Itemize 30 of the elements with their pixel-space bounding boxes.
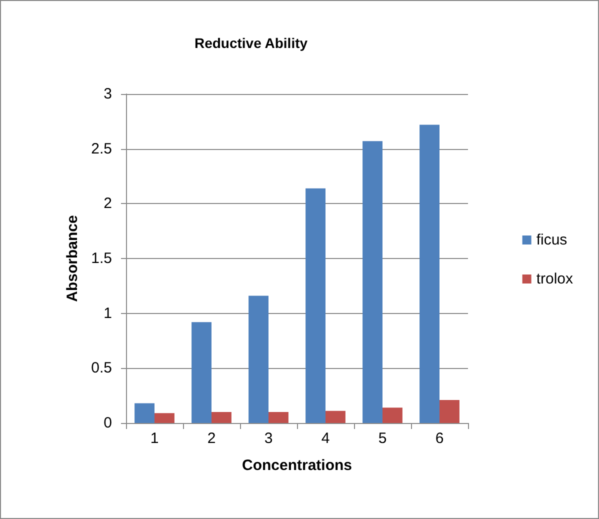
y-tick-label: 2 bbox=[104, 195, 112, 212]
bar bbox=[306, 188, 326, 423]
bar bbox=[134, 403, 154, 423]
x-tick-label: 1 bbox=[150, 430, 159, 447]
y-tick-label: 3 bbox=[104, 86, 112, 102]
bar bbox=[268, 412, 288, 423]
bar bbox=[248, 296, 268, 423]
bar bbox=[420, 124, 440, 423]
chart-title: Reductive Ability bbox=[194, 35, 308, 51]
legend-label: ficus bbox=[536, 232, 568, 248]
y-tick-label: 0.5 bbox=[91, 360, 112, 377]
x-tick-label: 4 bbox=[321, 430, 330, 447]
legend-label: trolox bbox=[536, 270, 574, 288]
x-tick-label: 2 bbox=[207, 430, 216, 447]
bar bbox=[382, 408, 402, 423]
bar bbox=[192, 322, 212, 423]
y-tick-label: 1.5 bbox=[91, 250, 112, 267]
bar bbox=[326, 410, 346, 423]
y-tick-label: 0 bbox=[104, 414, 112, 432]
bar bbox=[362, 141, 382, 423]
bar bbox=[212, 412, 232, 423]
x-axis-title: Concentrations bbox=[242, 457, 352, 474]
x-tick-label: 3 bbox=[264, 430, 273, 447]
y-tick-label: 1 bbox=[104, 304, 112, 322]
bar bbox=[154, 413, 174, 423]
y-axis-title: Absorbance bbox=[64, 215, 82, 302]
x-tick-label: 6 bbox=[435, 430, 444, 447]
y-tick-label: 2.5 bbox=[91, 140, 112, 158]
bar bbox=[440, 400, 460, 423]
x-tick-label: 5 bbox=[378, 430, 387, 447]
